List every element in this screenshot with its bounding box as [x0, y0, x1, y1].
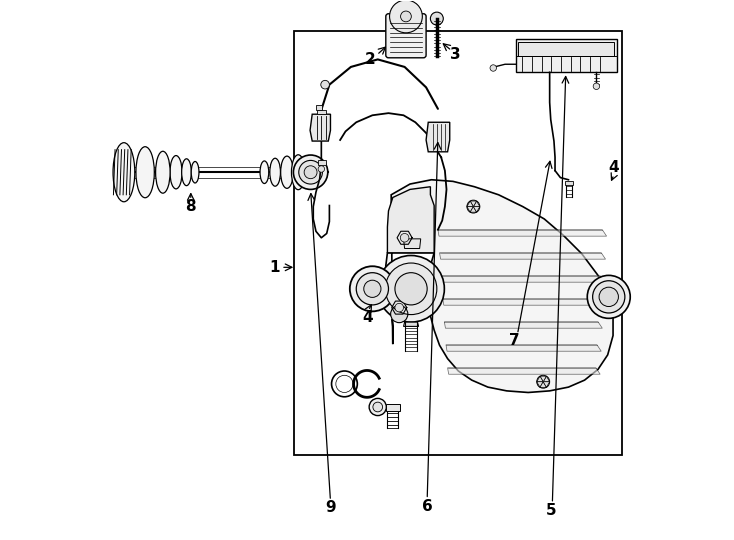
Circle shape: [369, 399, 386, 416]
Circle shape: [593, 83, 600, 90]
Circle shape: [356, 273, 388, 305]
Polygon shape: [392, 314, 399, 322]
Ellipse shape: [280, 156, 294, 188]
Bar: [294, 31, 622, 455]
Circle shape: [599, 287, 619, 307]
Polygon shape: [467, 201, 473, 207]
Circle shape: [395, 303, 404, 312]
Polygon shape: [399, 306, 407, 314]
Ellipse shape: [136, 147, 154, 198]
Ellipse shape: [113, 143, 135, 202]
Text: 4: 4: [363, 310, 374, 325]
Polygon shape: [404, 322, 418, 326]
Bar: [386, 404, 400, 411]
Ellipse shape: [270, 158, 280, 186]
Polygon shape: [540, 382, 546, 387]
Polygon shape: [392, 306, 399, 314]
Text: 4: 4: [608, 160, 619, 176]
Polygon shape: [444, 322, 603, 328]
Circle shape: [490, 65, 496, 71]
Polygon shape: [543, 376, 550, 382]
Polygon shape: [467, 207, 473, 212]
Circle shape: [385, 263, 437, 315]
Circle shape: [395, 273, 427, 305]
Polygon shape: [537, 376, 543, 382]
Polygon shape: [430, 18, 437, 24]
Polygon shape: [434, 18, 440, 24]
Circle shape: [350, 266, 395, 312]
Polygon shape: [392, 310, 399, 319]
Circle shape: [587, 275, 631, 319]
Circle shape: [378, 255, 444, 322]
Polygon shape: [310, 114, 330, 141]
Circle shape: [401, 11, 411, 22]
Bar: [518, 42, 614, 56]
Polygon shape: [473, 207, 480, 212]
Polygon shape: [438, 230, 606, 236]
Text: 7: 7: [509, 333, 520, 348]
Bar: [516, 39, 617, 72]
Polygon shape: [434, 13, 440, 18]
Polygon shape: [404, 239, 421, 248]
Polygon shape: [441, 276, 605, 282]
Polygon shape: [440, 253, 606, 259]
Polygon shape: [426, 122, 450, 152]
Polygon shape: [399, 314, 407, 322]
Circle shape: [299, 160, 322, 184]
Circle shape: [364, 280, 381, 298]
Polygon shape: [446, 345, 601, 351]
Ellipse shape: [181, 159, 192, 186]
Polygon shape: [543, 382, 550, 387]
Polygon shape: [537, 382, 543, 387]
Ellipse shape: [260, 161, 269, 184]
Circle shape: [321, 80, 330, 89]
Text: 1: 1: [269, 260, 280, 275]
Text: 3: 3: [451, 46, 461, 62]
Text: 2: 2: [364, 52, 375, 67]
Bar: [564, 181, 573, 185]
Polygon shape: [430, 13, 437, 18]
Ellipse shape: [170, 156, 182, 189]
Text: 6: 6: [422, 499, 432, 514]
Ellipse shape: [291, 155, 305, 190]
Bar: [316, 110, 326, 114]
Text: 9: 9: [325, 500, 335, 515]
Circle shape: [390, 0, 422, 33]
Polygon shape: [443, 299, 603, 305]
Circle shape: [400, 233, 409, 242]
Polygon shape: [470, 201, 476, 207]
Polygon shape: [399, 310, 407, 319]
Circle shape: [373, 402, 382, 412]
Text: 8: 8: [186, 199, 196, 214]
Bar: [316, 105, 322, 110]
Polygon shape: [473, 201, 480, 207]
Polygon shape: [388, 187, 434, 253]
Circle shape: [318, 166, 324, 172]
Circle shape: [294, 155, 328, 190]
Polygon shape: [437, 13, 443, 18]
Polygon shape: [448, 368, 600, 374]
FancyBboxPatch shape: [386, 14, 426, 58]
Circle shape: [592, 281, 625, 313]
Polygon shape: [437, 18, 443, 24]
Bar: [318, 160, 326, 165]
Polygon shape: [470, 207, 476, 212]
Circle shape: [304, 166, 317, 179]
Text: 5: 5: [545, 503, 556, 518]
Polygon shape: [540, 376, 546, 382]
Ellipse shape: [156, 151, 170, 193]
Ellipse shape: [192, 161, 199, 183]
Polygon shape: [386, 180, 613, 393]
